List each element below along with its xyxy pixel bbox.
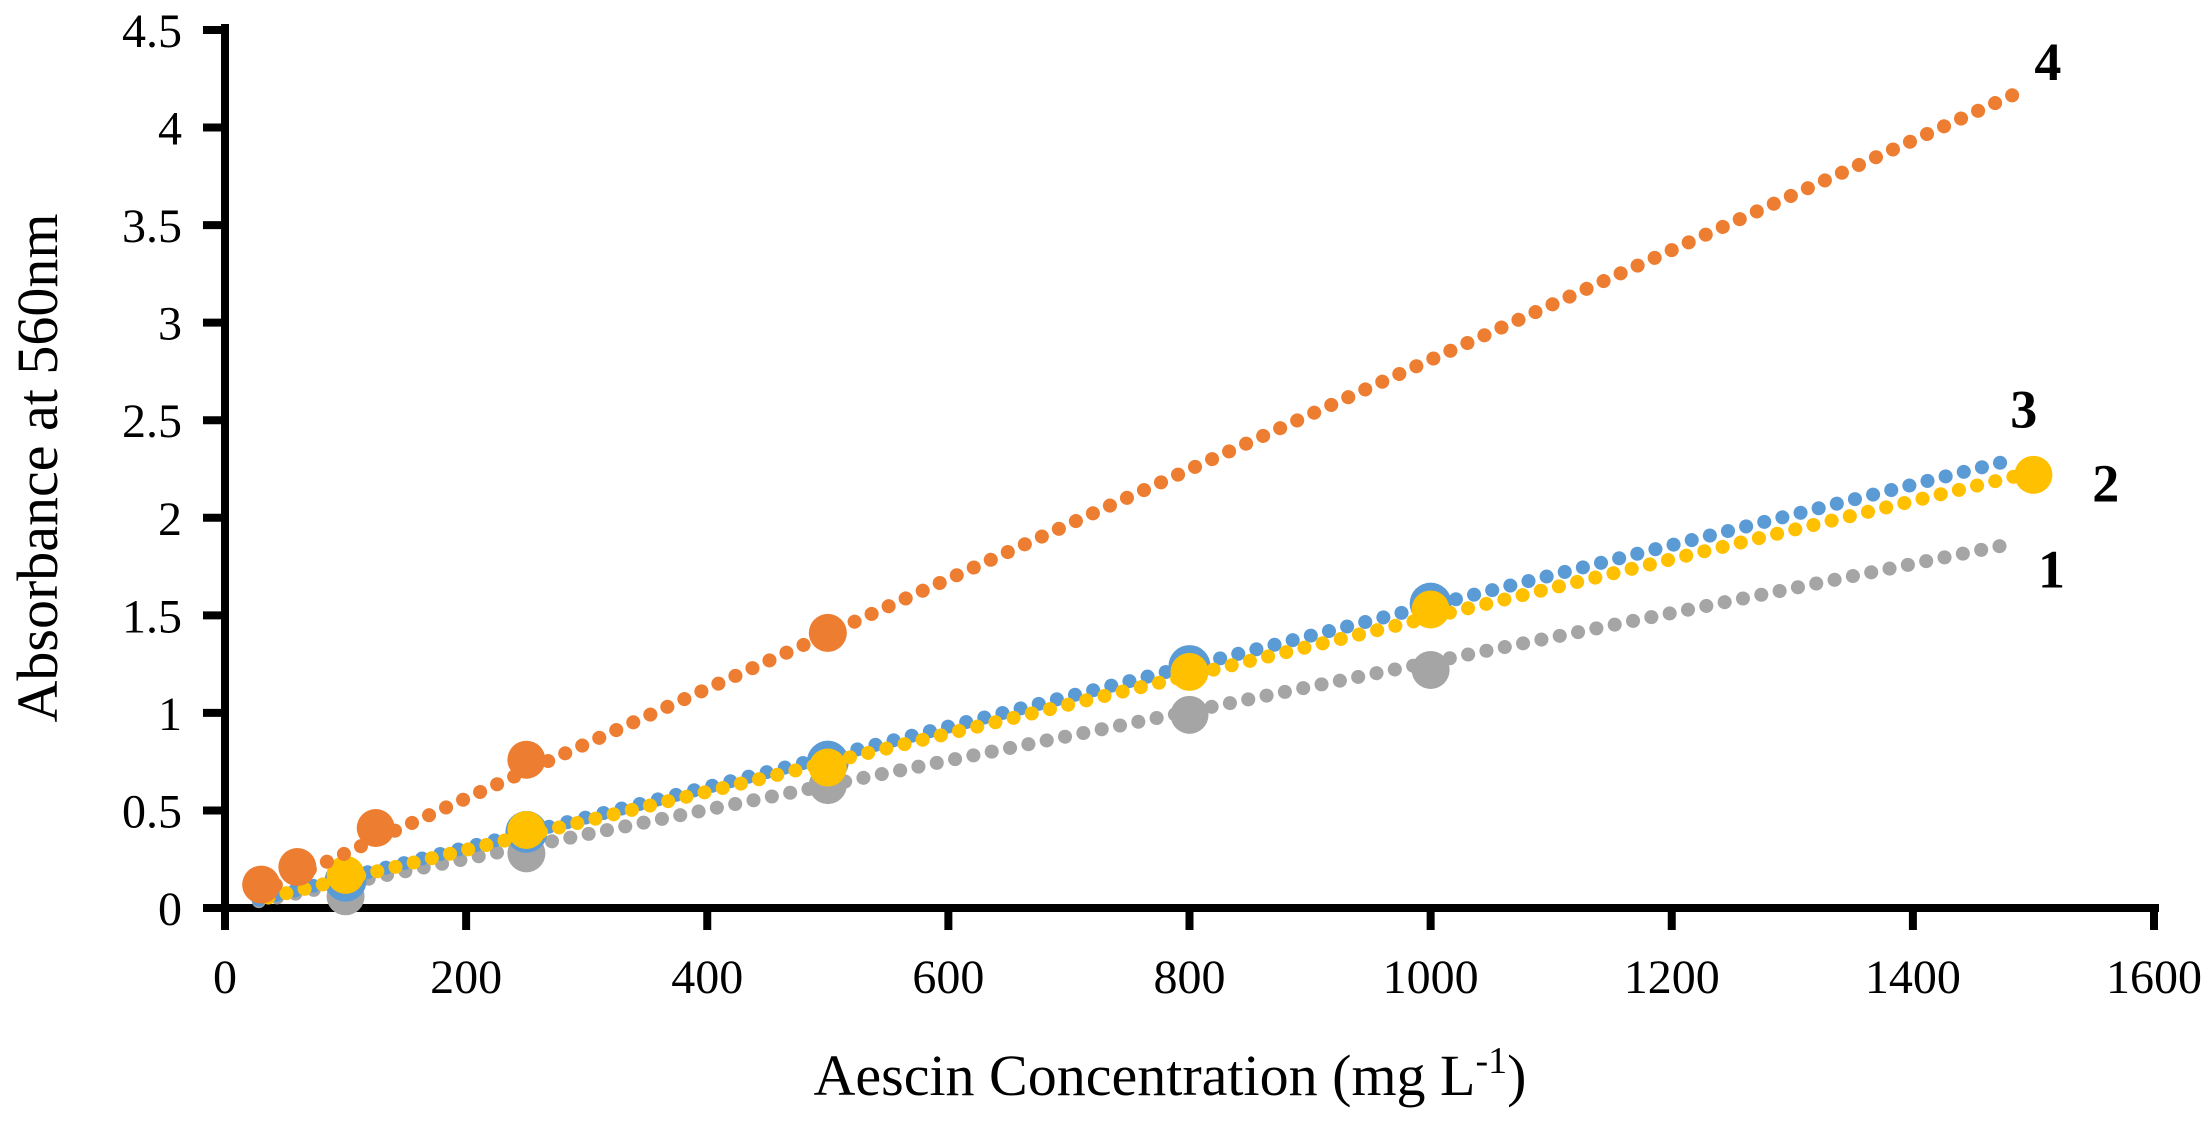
x-tick-label: 1200 bbox=[1624, 951, 1720, 1004]
y-tick-label: 0 bbox=[158, 883, 182, 936]
x-tick-label: 200 bbox=[430, 951, 502, 1004]
y-tick-label: 0.5 bbox=[122, 785, 182, 838]
series-2: 2 bbox=[251, 454, 2119, 907]
y-tick-label: 2.5 bbox=[122, 395, 182, 448]
x-axis-title-main: Aescin Concentration (mg L bbox=[814, 1043, 1476, 1108]
x-axis-title-superscript: -1 bbox=[1476, 1040, 1508, 1082]
x-axis-title: Aescin Concentration (mg L-1) bbox=[814, 1040, 1527, 1108]
x-tick-label: 1600 bbox=[2106, 951, 2202, 1004]
plot-series: 1 32 4 bbox=[242, 32, 2119, 916]
series-4-marker bbox=[356, 809, 395, 848]
series-4-trendline bbox=[251, 83, 2030, 900]
series-label-2: 2 bbox=[2092, 454, 2119, 514]
y-axis-title: Absorbance at 560nm bbox=[5, 214, 70, 723]
y-tick-label: 3 bbox=[158, 298, 182, 351]
y-tick-label: 2 bbox=[158, 493, 182, 546]
y-tick-label: 4 bbox=[158, 103, 182, 156]
axes: 0 200 400 600 800 1000 1200 1400 1600 0 0.5 1 1.5 2 2.… bbox=[122, 5, 2202, 1004]
y-tick-label: 1.5 bbox=[122, 590, 182, 643]
series-4-marker bbox=[242, 865, 281, 904]
series-1-trendline bbox=[251, 536, 2020, 909]
series-3-trendline bbox=[251, 452, 2020, 907]
series-4: 4 bbox=[242, 32, 2061, 904]
x-axis-title-close: ) bbox=[1507, 1043, 1526, 1108]
y-tick-label: 4.5 bbox=[122, 5, 182, 58]
series-2-trendline bbox=[251, 465, 2037, 907]
series-1: 1 bbox=[251, 536, 2065, 916]
x-tick-label: 400 bbox=[671, 951, 743, 1004]
series-2-marker bbox=[1411, 590, 1450, 629]
series-label-3: 3 bbox=[2010, 380, 2037, 440]
series-label-4: 4 bbox=[2034, 32, 2061, 92]
x-tick-label: 0 bbox=[213, 951, 237, 1004]
series-2-marker bbox=[2014, 455, 2053, 494]
series-1-marker bbox=[1411, 650, 1450, 689]
y-tick-label: 1 bbox=[158, 688, 182, 741]
x-tick-label: 600 bbox=[912, 951, 984, 1004]
x-tick-label: 1400 bbox=[1865, 951, 1961, 1004]
y-tick-label: 3.5 bbox=[122, 200, 182, 253]
x-tick-label: 1000 bbox=[1383, 951, 1479, 1004]
series-label-1: 1 bbox=[2038, 540, 2065, 600]
x-tick-label: 800 bbox=[1154, 951, 1226, 1004]
